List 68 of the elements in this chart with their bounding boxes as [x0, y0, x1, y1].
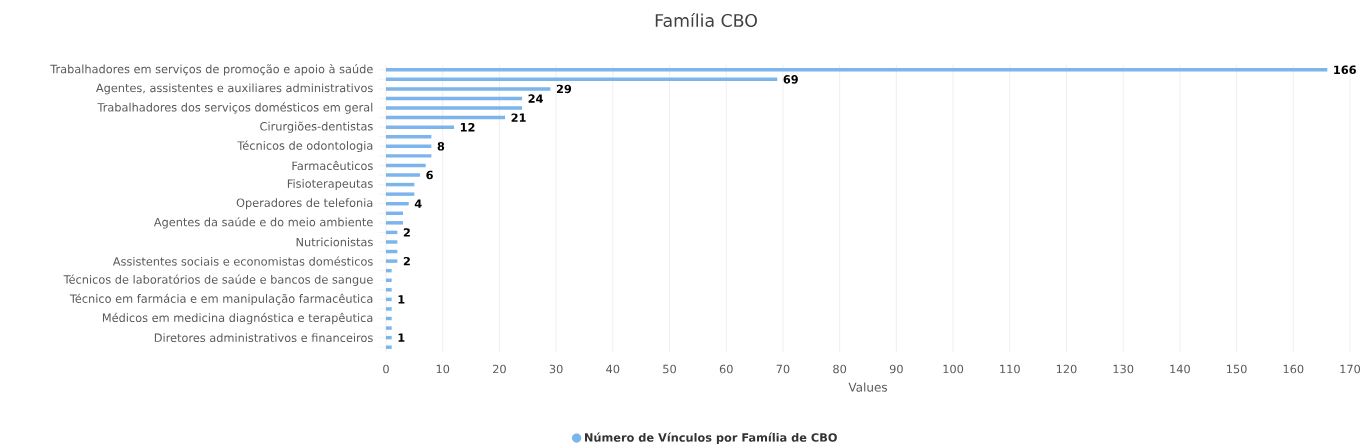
x-tick-label: 90: [889, 364, 903, 374]
x-tick-label: 40: [606, 364, 620, 374]
y-tick-label: Operadores de telefonia: [236, 198, 373, 210]
bar: [386, 307, 392, 311]
x-tick-label: 60: [719, 364, 733, 374]
data-label: 2: [403, 228, 410, 237]
bar: [386, 125, 455, 129]
x-tick-label: 160: [1283, 364, 1304, 374]
data-label: 29: [556, 84, 572, 94]
bar: [386, 335, 392, 340]
bar: [386, 192, 415, 196]
bar: [386, 278, 392, 282]
bar: [386, 154, 432, 158]
data-label: 166: [1334, 65, 1356, 75]
y-tick-label: Fisioterapeutas: [287, 179, 373, 191]
bar: [386, 259, 398, 263]
bar: [386, 221, 404, 225]
chart-title: Família CBO: [655, 12, 757, 28]
x-tick-label: 20: [493, 364, 506, 374]
x-tick-label: 0: [383, 364, 389, 374]
x-tick-label: 100: [943, 364, 964, 374]
data-label: 6: [426, 170, 433, 180]
bar: [386, 288, 392, 292]
bar: [386, 87, 551, 91]
y-tick-label: Agentes, assistentes e auxiliares administrativos: [95, 83, 373, 95]
y-tick-label: Diretores administrativos e financeiros: [154, 333, 373, 343]
y-tick-label: Agentes da saúde e do meio ambiente: [153, 217, 373, 229]
bar: [386, 345, 392, 349]
y-tick-label: Técnico em farmácia e em manipulação farmacêutica: [69, 293, 373, 306]
x-tick-label: 150: [1227, 364, 1247, 374]
y-tick-label: Técnicos de laboratórios de saúde e bancos de sangue: [63, 274, 373, 286]
x-tick-label: 140: [1170, 364, 1190, 374]
x-tick-label: 120: [1056, 364, 1077, 374]
x-axis-title: Values: [848, 382, 888, 392]
bar: [386, 240, 398, 244]
x-tick-label: 110: [1000, 364, 1020, 374]
bar: [386, 173, 421, 177]
x-tick-label: 70: [776, 364, 790, 374]
data-label: 12: [460, 122, 475, 132]
data-label: 4: [414, 199, 422, 208]
data-label: 2: [403, 256, 410, 266]
y-tick-label: Assistentes sociais e economistas domésticos: [112, 256, 373, 266]
y-tick-label: Médicos em medicina diagnóstica e terapêutica: [102, 312, 373, 325]
bar: [386, 106, 523, 110]
y-tick-label: Nutricionistas: [296, 237, 373, 247]
bar: [386, 326, 392, 330]
x-tick-label: 170: [1340, 364, 1361, 374]
bar: [386, 316, 392, 321]
y-tick-label: Trabalhadores dos serviços domésticos em geral: [97, 102, 373, 114]
legend-label: Número de Vínculos por Família de CBO: [584, 432, 837, 444]
data-label: 24: [528, 94, 543, 103]
y-tick-label: Técnicos de odontologia: [237, 140, 373, 153]
y-tick-label: Cirurgiões-dentistas: [260, 121, 373, 133]
bar: [386, 297, 392, 302]
data-label: 8: [437, 142, 445, 151]
x-tick-label: 80: [833, 364, 847, 374]
x-tick-label: 50: [663, 364, 676, 374]
x-tick-label: 30: [549, 364, 563, 374]
x-tick-label: 10: [436, 364, 450, 374]
data-label: 1: [398, 333, 405, 342]
y-tick-label: Trabalhadores em serviços de promoção e apoio à saúde: [50, 64, 373, 76]
bar: [386, 68, 1328, 72]
y-tick-label: Farmacêuticos: [292, 160, 373, 171]
data-label: 21: [511, 113, 526, 122]
bar: [386, 268, 392, 273]
data-label: 1: [398, 295, 405, 304]
data-label: 69: [783, 75, 798, 84]
x-tick-label: 130: [1113, 364, 1134, 374]
